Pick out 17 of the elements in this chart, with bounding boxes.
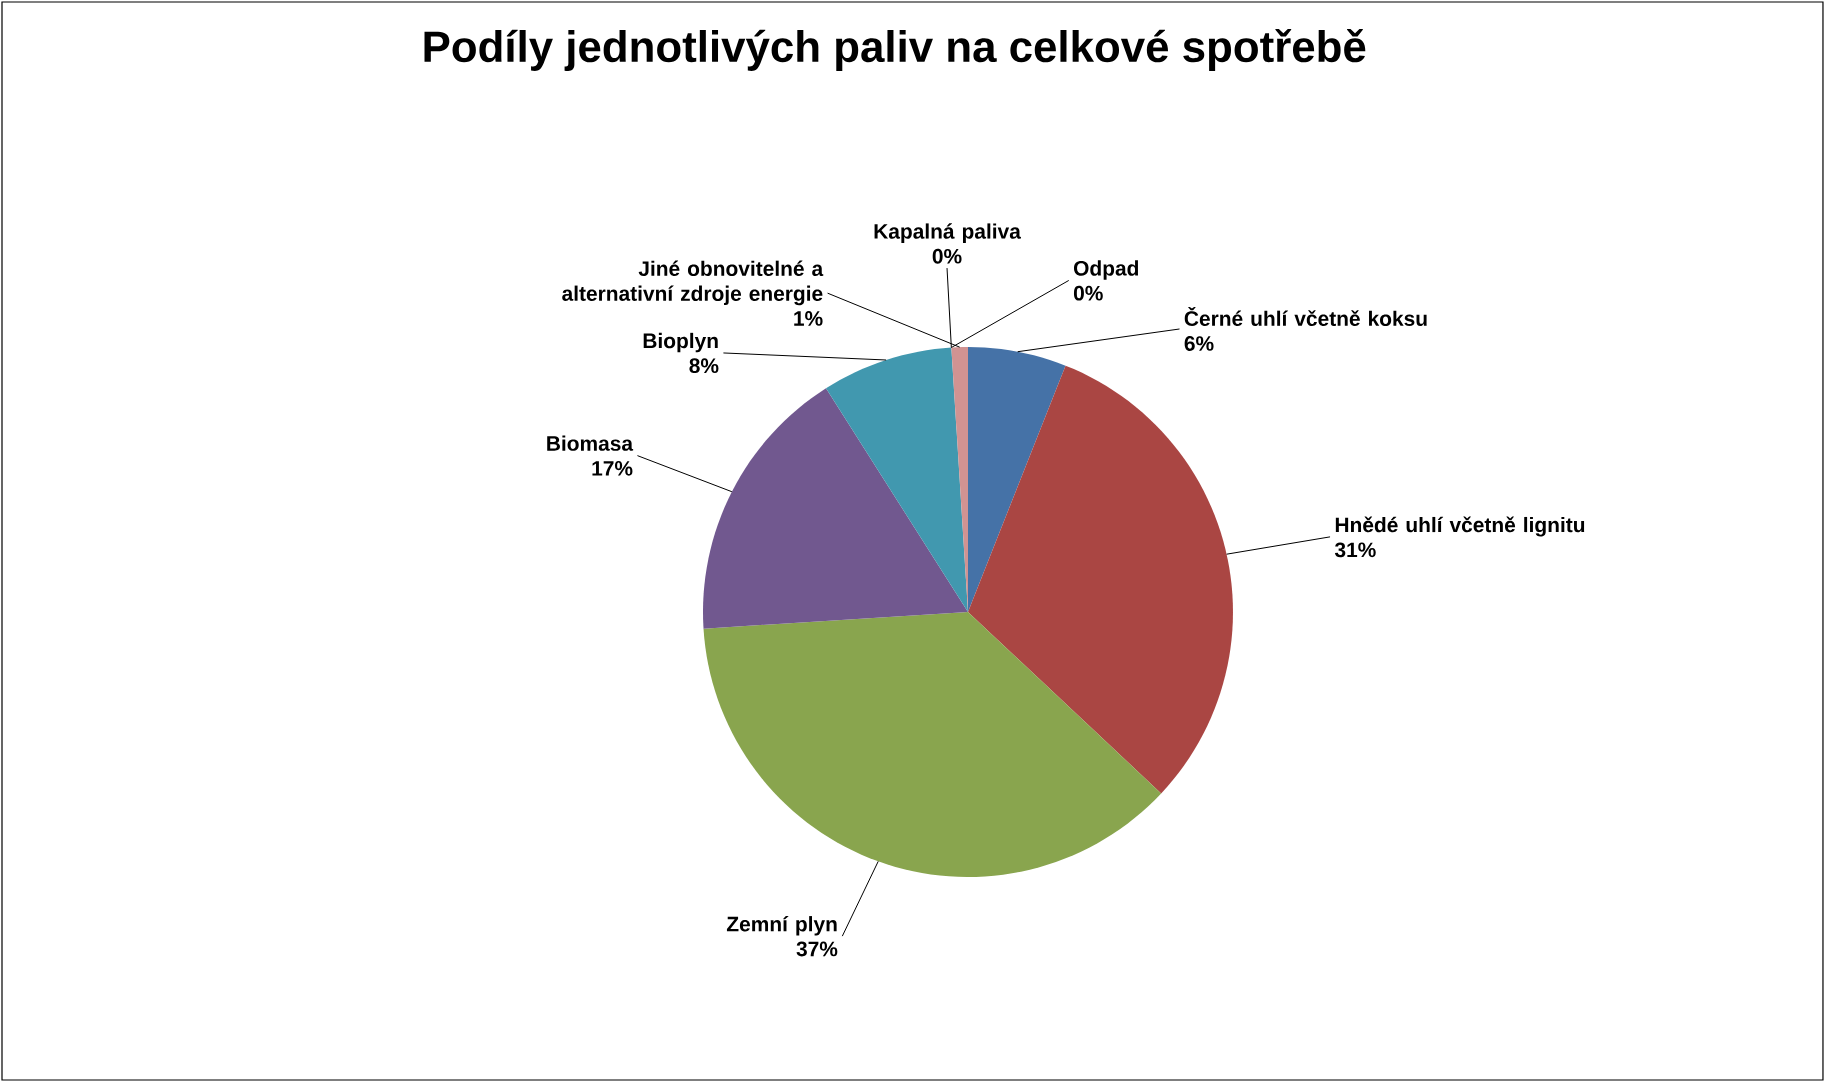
slice-label: Bioplyn [643, 332, 718, 353]
slice-label: Jiné obnovitelné a alternativní zdroje energie [562, 260, 824, 306]
data-label: 31% [1334, 542, 1376, 558]
category-label: Kapalná paliva [874, 223, 1021, 243]
chart-title: Podíly jednotlivých paliv na celkové spotřebě [424, 29, 1366, 71]
data-label: 6% [1184, 336, 1214, 351]
slice-label: Černé uhlí včetně koksu [1184, 307, 1427, 327]
slice-label: Zemní plyn [726, 915, 837, 936]
text: 0% [1073, 285, 1103, 301]
data-label: 37% [796, 941, 838, 957]
category-label: Odpad [1073, 260, 1139, 280]
data-label: 17% [592, 461, 633, 476]
slice-label: Biomasa [547, 435, 634, 451]
slice-label: Hnědé uhlí včetně lignitu [1335, 516, 1585, 537]
data-label: 8% [689, 358, 719, 374]
text: 0% [932, 248, 962, 264]
data-label: 1% [794, 311, 823, 326]
